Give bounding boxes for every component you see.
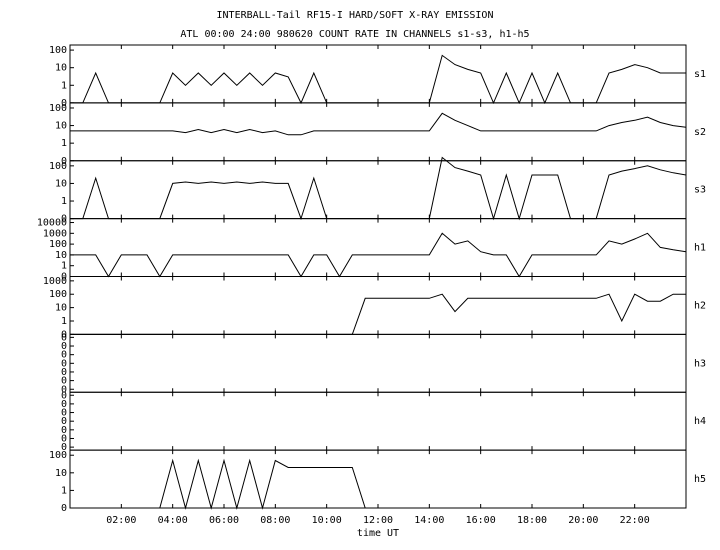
y-tick-label: 100 (49, 161, 67, 172)
series-line (70, 458, 686, 510)
y-tick-label: 0 (61, 433, 67, 444)
y-tick-label: 100 (49, 289, 67, 300)
panel-label: s2 (694, 127, 706, 138)
x-tick-label: 18:00 (517, 515, 547, 526)
y-tick-label: 0 (61, 384, 67, 395)
x-tick-label: 12:00 (363, 515, 393, 526)
y-tick-label: 0 (61, 98, 67, 109)
panel-label: h3 (694, 358, 706, 369)
y-tick-label: 0 (61, 425, 67, 436)
panel-label: s1 (694, 69, 706, 80)
y-tick-label: 1000 (43, 276, 67, 287)
y-tick-label: 10 (55, 63, 67, 74)
panel-label: s3 (694, 185, 706, 196)
x-tick-label: 10:00 (312, 515, 342, 526)
x-tick-label: 06:00 (209, 515, 239, 526)
y-tick-label: 100 (49, 45, 67, 56)
y-tick-label: 0 (61, 329, 67, 340)
y-tick-label: 1 (61, 485, 67, 496)
series-line (70, 112, 687, 136)
y-tick-label: 1 (61, 261, 67, 272)
y-tick-label: 0 (61, 390, 67, 401)
x-tick-label: 20:00 (568, 515, 598, 526)
panel-label: h1 (694, 243, 706, 254)
y-tick-label: 0 (61, 272, 67, 283)
panel-label: h5 (694, 474, 706, 485)
y-tick-label: 10 (55, 178, 67, 189)
panel-label: h4 (694, 416, 706, 427)
y-tick-label: 100 (49, 103, 67, 114)
x-tick-label: 04:00 (158, 515, 188, 526)
panel-frame (69, 333, 687, 393)
x-tick-label: 02:00 (106, 515, 136, 526)
x-tick-label: 14:00 (414, 515, 444, 526)
y-tick-label: 0 (61, 350, 67, 361)
y-tick-label: 1 (61, 316, 67, 327)
x-tick-label: 22:00 (620, 515, 650, 526)
y-tick-label: 10 (55, 303, 67, 314)
panel-frame (69, 218, 687, 277)
y-tick-label: 0 (61, 214, 67, 225)
y-tick-label: 0 (61, 376, 67, 387)
y-tick-label: 10 (55, 468, 67, 479)
y-tick-label: 1 (61, 196, 67, 207)
series-line (70, 54, 686, 105)
y-tick-label: 10 (55, 121, 67, 132)
chart-subtitle: ATL 00:00 24:00 980620 COUNT RATE IN CHA… (180, 29, 529, 40)
y-tick-label: 0 (61, 442, 67, 453)
y-tick-label: 0 (61, 503, 67, 514)
y-tick-label: 0 (61, 358, 67, 369)
y-tick-label: 10 (55, 250, 67, 261)
y-tick-label: 0 (61, 399, 67, 410)
y-tick-label: 0 (61, 408, 67, 419)
y-tick-label: 1000 (43, 228, 67, 239)
panel-frame (69, 160, 687, 220)
panel-label: h2 (694, 300, 706, 311)
series-line (70, 232, 687, 278)
x-axis-label: time UT (357, 528, 399, 539)
y-tick-label: 0 (61, 332, 67, 343)
panel-frame (69, 391, 687, 451)
y-tick-label: 0 (61, 367, 67, 378)
y-tick-label: 0 (61, 341, 67, 352)
x-tick-label: 08:00 (260, 515, 290, 526)
y-tick-label: 100 (49, 239, 67, 250)
panel-frame (69, 44, 687, 104)
y-tick-label: 10000 (37, 218, 67, 229)
y-tick-label: 0 (61, 156, 67, 167)
y-tick-label: 0 (61, 416, 67, 427)
y-tick-label: 1 (61, 80, 67, 91)
series-line (70, 293, 686, 335)
x-tick-label: 16:00 (466, 515, 496, 526)
panel-frame (69, 102, 687, 162)
y-tick-label: 100 (49, 450, 67, 461)
panel-frame (69, 276, 687, 335)
y-tick-label: 1 (61, 138, 67, 149)
chart-title: INTERBALL-Tail RF15-I HARD/SOFT X-RAY EM… (217, 10, 494, 21)
series-line (70, 156, 687, 221)
